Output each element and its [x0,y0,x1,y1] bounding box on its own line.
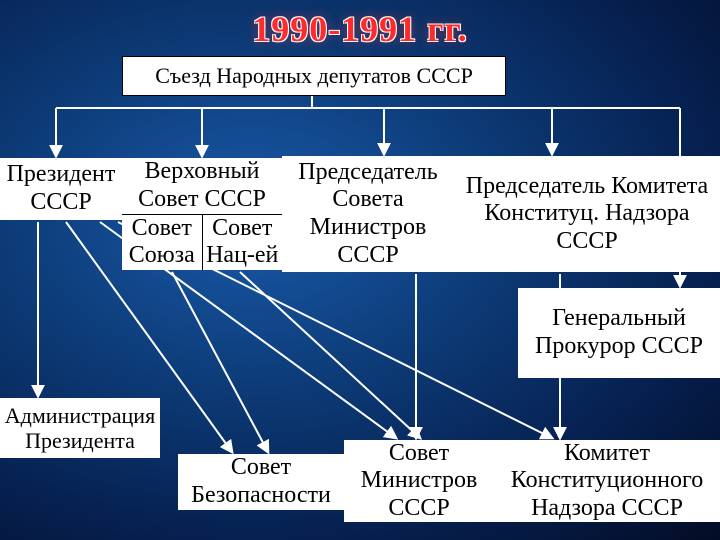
node-supreme-label: Верховный Совет СССР [122,158,282,214]
edge [240,272,420,438]
node-security: Совет Безопасности [178,454,344,510]
page-title: 1990-1991 гг. [0,8,720,50]
node-prosecutor: Генеральный Прокурор СССР [518,288,720,378]
node-congress: Съезд Народных депутатов СССР [122,56,506,96]
node-supreme-cell2: Совет Нац-ей [203,214,283,270]
node-ministers_council: Совет Министров СССР [344,440,494,522]
node-konst_committee: Комитет Конституционного Надзора СССР [494,440,720,522]
node-konst_chair: Председатель Комитета Конституц. Надзора… [454,156,720,272]
node-admin: Администрация Президента [0,398,160,458]
node-ministers_chair: Председатель Совета Министров СССР [282,156,454,272]
node-supreme: Верховный Совет СССРСовет СоюзаСовет Нац… [122,158,282,270]
edge [172,272,268,452]
node-supreme-cell1: Совет Союза [122,214,203,270]
node-president: Президент СССР [0,158,122,220]
